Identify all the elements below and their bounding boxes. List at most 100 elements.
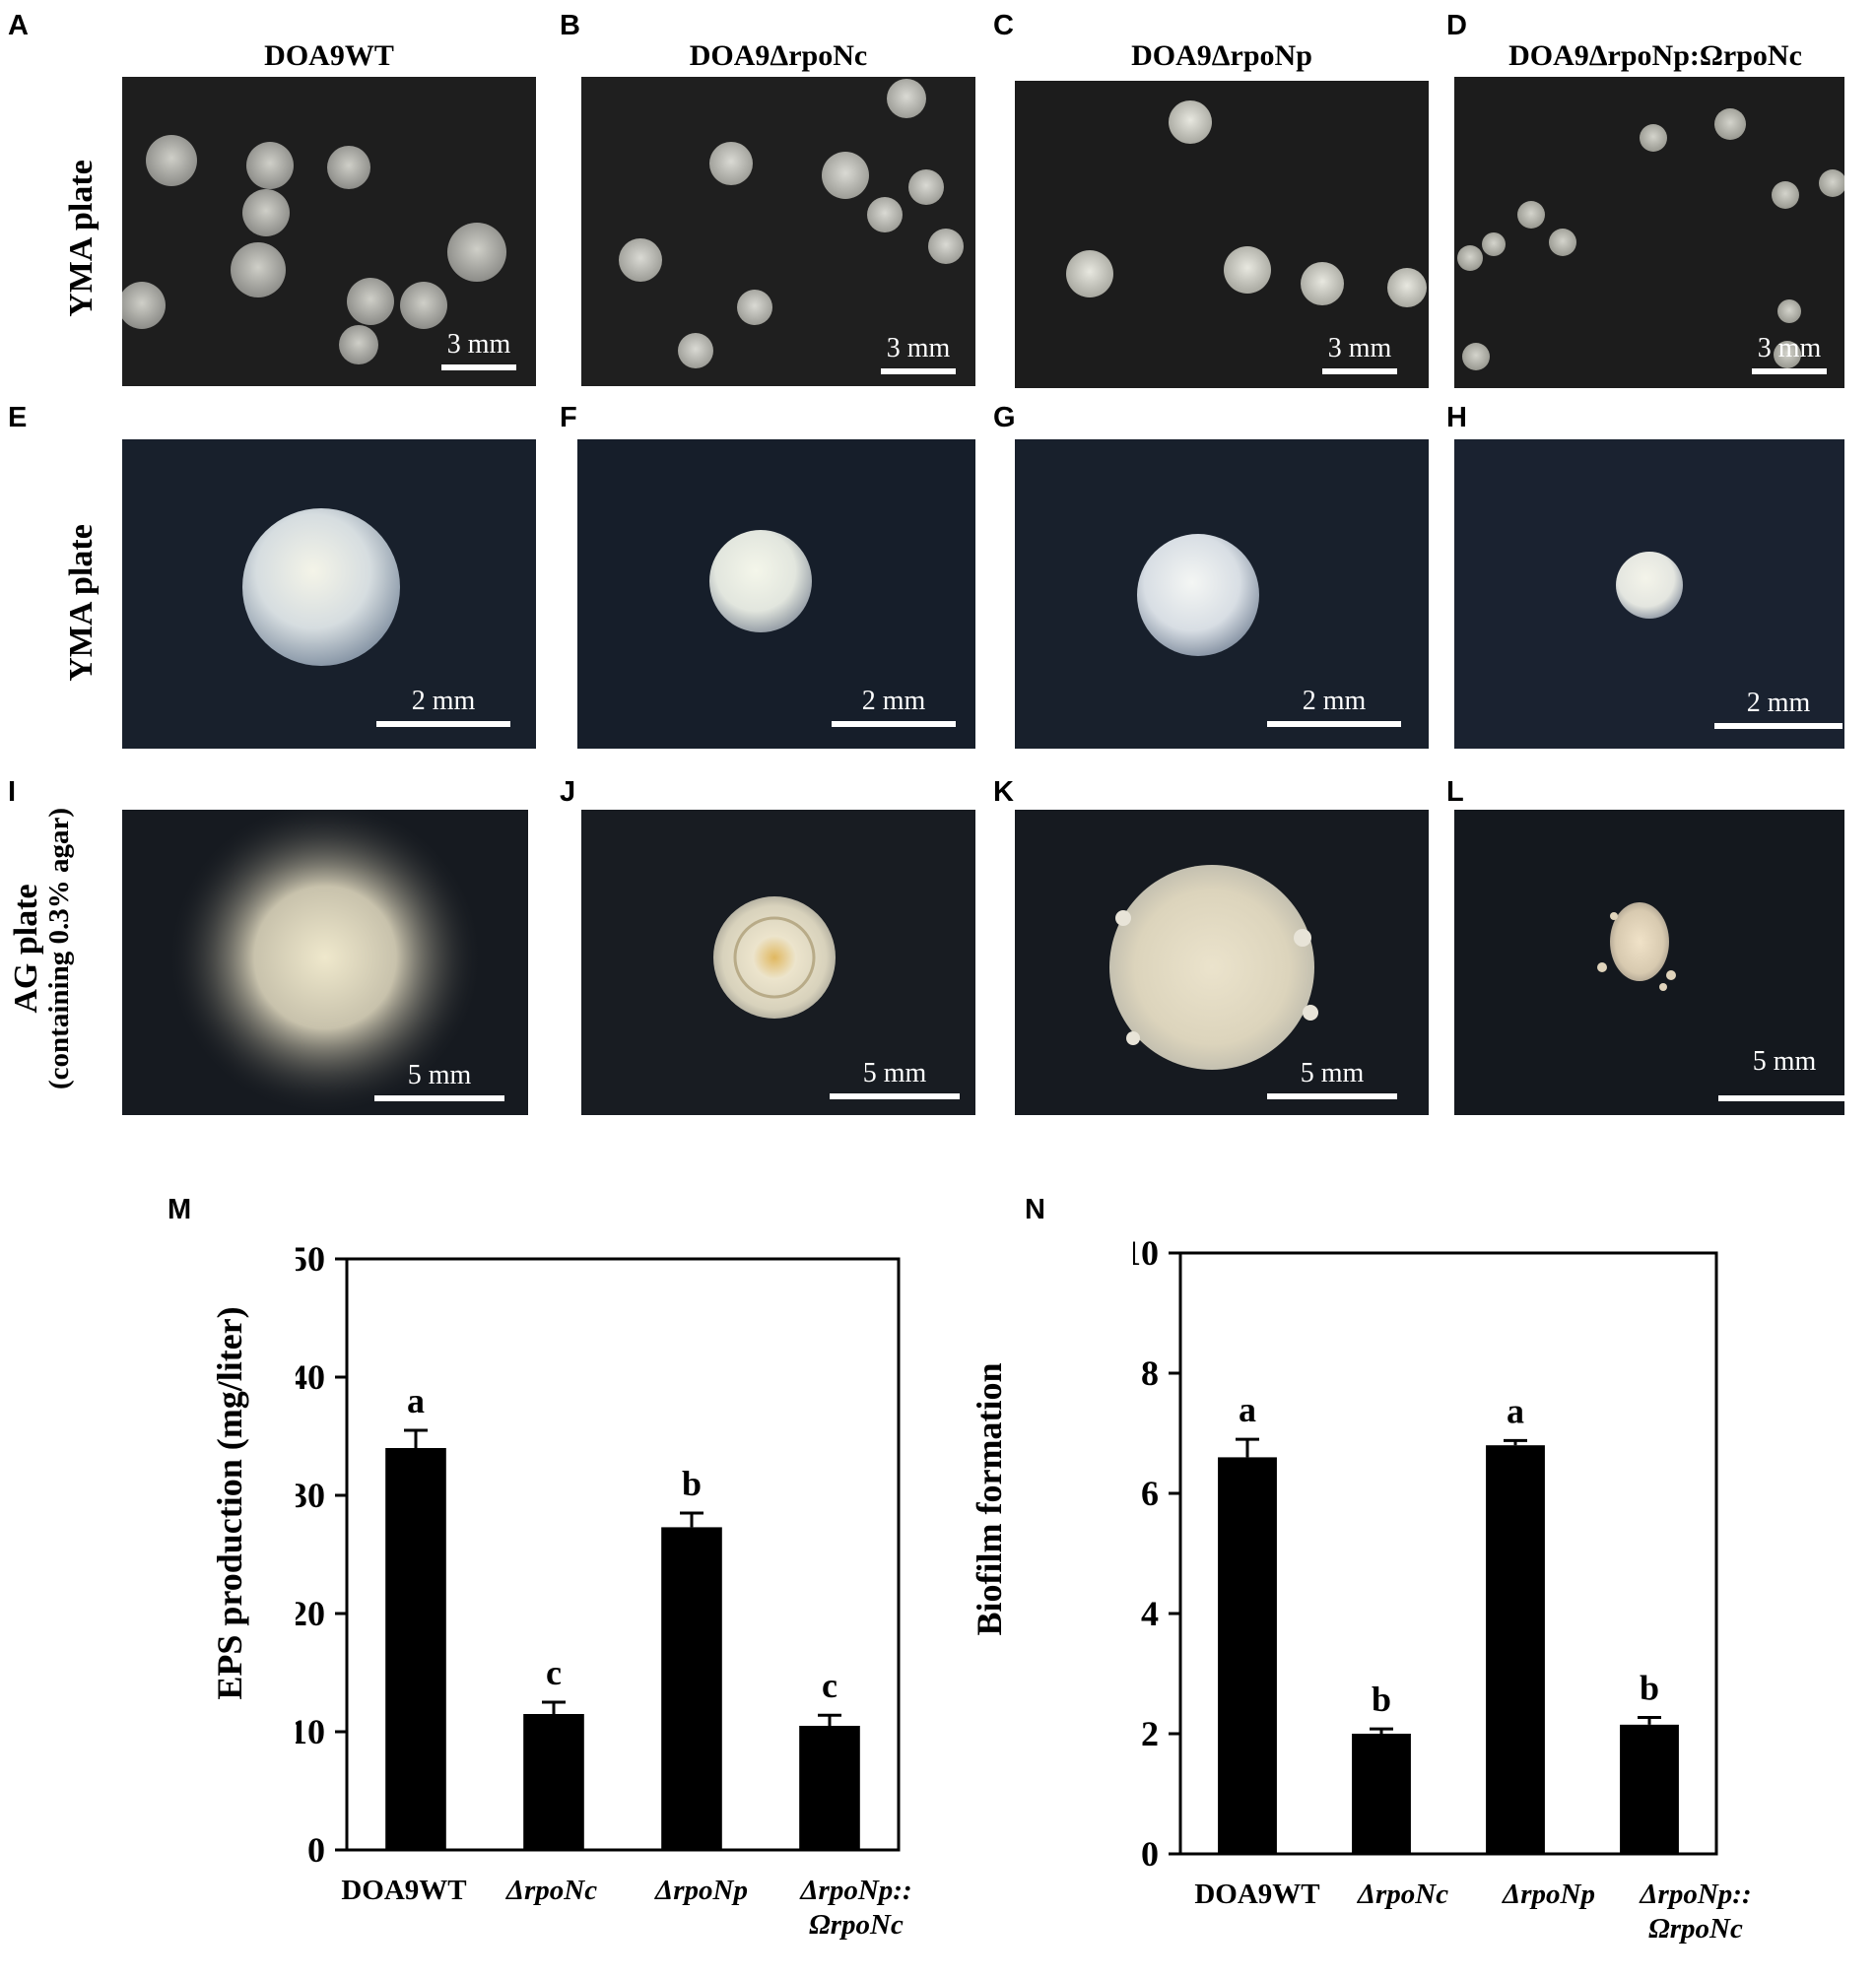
- scale-bar-c: 3 mm: [1322, 329, 1397, 374]
- chart-m: 0 10 20 30 40 50 a c b c: [290, 1239, 906, 1872]
- chart-n-ytick-label-4: 8: [1141, 1353, 1159, 1393]
- chart-m-svg: 0 10 20 30 40 50 a c b c: [290, 1239, 901, 1870]
- chart-n-ytick-label-0: 0: [1141, 1834, 1159, 1874]
- scale-bar-f-line: [832, 721, 956, 727]
- chart-n-letter-2: a: [1507, 1391, 1524, 1430]
- scale-bar-e-text: 2 mm: [411, 686, 476, 716]
- panel-label-g: G: [993, 402, 1016, 433]
- scale-bar-g-line: [1267, 721, 1401, 727]
- scale-bar-e-line: [376, 721, 510, 727]
- chart-n: 0 2 4 6 8 10 a b a b: [1123, 1233, 1724, 1876]
- scale-bar-j-line: [830, 1093, 960, 1099]
- chart-m-xcat-0-line1: DOA9WT: [341, 1875, 467, 1906]
- scale-bar-d: 3 mm: [1752, 329, 1827, 374]
- scale-bar-h-line: [1714, 723, 1842, 729]
- scale-bar-f-text: 2 mm: [861, 686, 926, 716]
- scale-bar-k: 5 mm: [1267, 1054, 1397, 1099]
- panel-label-l: L: [1446, 776, 1464, 808]
- panel-label-f: F: [560, 402, 577, 433]
- chart-n-bar-0: [1218, 1457, 1277, 1854]
- chart-m-ytick-label-4: 40: [296, 1357, 325, 1397]
- panel-label-b: B: [560, 10, 580, 41]
- photo-d: [1454, 77, 1844, 388]
- panel-label-a: A: [8, 10, 29, 41]
- scale-bar-g: 2 mm: [1267, 682, 1401, 727]
- chart-m-letter-3: c: [822, 1666, 838, 1705]
- chart-m-ytick-label-1: 10: [296, 1712, 325, 1751]
- photo-i: [122, 810, 528, 1115]
- chart-m-xcat-0: DOA9WT: [325, 1874, 483, 1908]
- strain-header-wt: DOA9WT: [264, 39, 394, 72]
- scale-bar-b-line: [881, 368, 956, 374]
- scale-bar-l: 5 mm: [1718, 1038, 1850, 1101]
- scale-bar-a-text: 3 mm: [446, 329, 511, 360]
- chart-n-xcat-3-line1: ΔrpoNp::: [1640, 1879, 1752, 1910]
- chart-m-xcat-3-line1: ΔrpoNp::: [800, 1875, 912, 1906]
- chart-n-letter-1: b: [1372, 1680, 1391, 1719]
- scale-bar-b: 3 mm: [881, 329, 956, 374]
- row-label-2-text: YMA plate: [63, 524, 100, 682]
- scale-bar-j-text: 5 mm: [862, 1058, 927, 1088]
- photo-h: [1454, 439, 1844, 749]
- scale-bar-h-text: 2 mm: [1746, 688, 1811, 718]
- chart-n-xcat-2-line1: ΔrpoNp: [1503, 1879, 1595, 1910]
- photo-c: [1015, 81, 1429, 388]
- chart-m-xcat-1-line1: ΔrpoNc: [505, 1875, 598, 1906]
- photo-j: [581, 810, 975, 1115]
- chart-m-ylabel: EPS production (mg/liter): [210, 1306, 249, 1700]
- chart-n-bar-2: [1486, 1445, 1545, 1854]
- scale-bar-g-text: 2 mm: [1302, 686, 1367, 716]
- chart-m-letter-0: a: [407, 1381, 425, 1420]
- chart-n-xcat-1: ΔrpoNc: [1324, 1878, 1482, 1912]
- scale-bar-i: 5 mm: [374, 1058, 504, 1101]
- photo-g: [1015, 439, 1429, 749]
- chart-m-xcat-3-line2: ΩrpoNc: [809, 1908, 904, 1941]
- strain-header-rponp: DOA9ΔrpoNp: [1131, 39, 1312, 72]
- chart-m-bar-3: [799, 1726, 860, 1850]
- row-label-3-line2: (containing 0.3% agar): [42, 808, 75, 1089]
- chart-n-svg: 0 2 4 6 8 10 a b a b: [1123, 1233, 1718, 1874]
- panel-label-j: J: [560, 776, 576, 808]
- chart-n-xcat-2: ΔrpoNp: [1470, 1878, 1628, 1912]
- chart-n-xcat-3-line2: ΩrpoNc: [1648, 1912, 1743, 1945]
- chart-n-letter-0: a: [1239, 1390, 1256, 1429]
- panel-label-c: C: [993, 10, 1014, 41]
- photo-l: [1454, 810, 1844, 1115]
- chart-n-ytick-label-5: 10: [1133, 1235, 1159, 1273]
- chart-m-xcat-3: ΔrpoNp:: ΩrpoNc: [772, 1874, 940, 1943]
- chart-m-plot-frame: [345, 1257, 901, 1852]
- chart-n-xcat-0: DOA9WT: [1178, 1878, 1336, 1912]
- row-label-2: YMA plate: [63, 440, 103, 765]
- chart-m-ytick-label-3: 30: [296, 1476, 325, 1515]
- chart-m-ytick-label-0: 0: [307, 1830, 325, 1870]
- chart-m-xcat-2: ΔrpoNp: [623, 1874, 780, 1908]
- chart-n-letter-3: b: [1640, 1669, 1659, 1708]
- scale-bar-i-line: [374, 1095, 504, 1101]
- scale-bar-d-text: 3 mm: [1757, 333, 1822, 363]
- panel-label-d: D: [1446, 10, 1467, 41]
- strain-header-rponc: DOA9ΔrpoNc: [689, 39, 868, 72]
- chart-m-ytick-label-2: 20: [296, 1594, 325, 1633]
- row-label-3: AG plate (containing 0.3% agar): [8, 752, 90, 1146]
- scale-bar-c-text: 3 mm: [1327, 333, 1392, 363]
- chart-n-xcat-1-line1: ΔrpoNc: [1357, 1879, 1449, 1910]
- scale-bar-j: 5 mm: [830, 1054, 960, 1099]
- row-label-1: YMA plate: [63, 76, 103, 401]
- photo-k: [1015, 810, 1429, 1115]
- photo-e: [122, 439, 536, 749]
- chart-n-ytick-label-1: 2: [1141, 1714, 1159, 1753]
- panel-label-m: M: [168, 1194, 192, 1225]
- panel-label-h: H: [1446, 402, 1467, 433]
- panel-label-e: E: [8, 402, 28, 433]
- scale-bar-l-text: 5 mm: [1752, 1046, 1817, 1077]
- strain-header-complement: DOA9ΔrpoNp:ΩrpoNc: [1508, 39, 1802, 72]
- chart-m-bar-1: [523, 1714, 584, 1850]
- scale-bar-a-line: [441, 364, 516, 370]
- scale-bar-c-line: [1322, 368, 1397, 374]
- chart-n-ytick-label-3: 6: [1141, 1474, 1159, 1513]
- chart-m-bar-0: [385, 1448, 446, 1850]
- chart-n-bar-1: [1352, 1734, 1411, 1854]
- scale-bar-f: 2 mm: [832, 682, 956, 727]
- scale-bar-h: 2 mm: [1714, 682, 1842, 729]
